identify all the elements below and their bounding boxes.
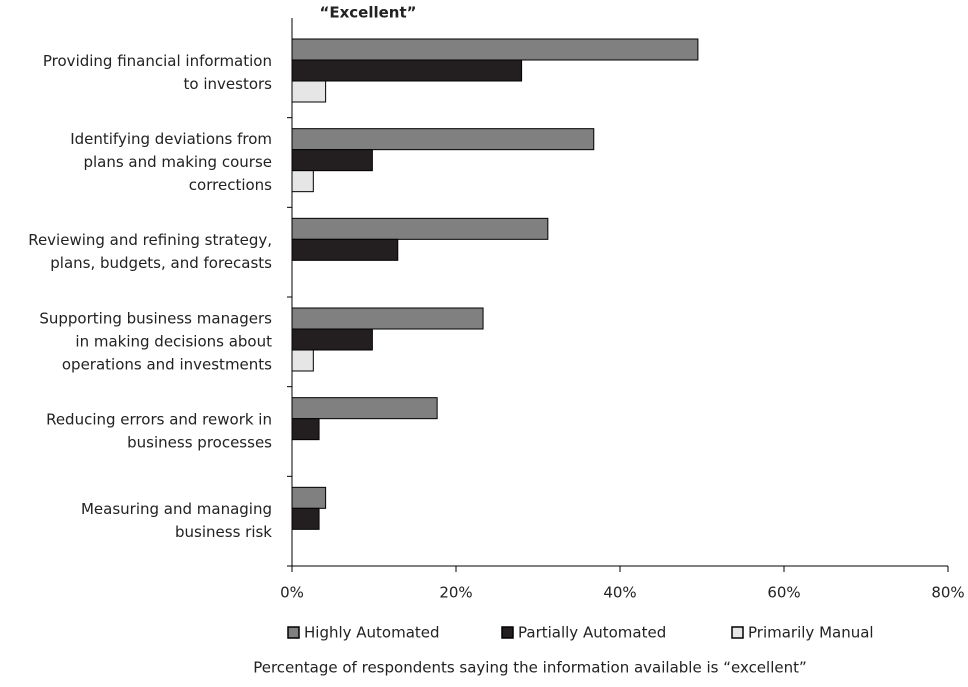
category-label: in making decisions about: [75, 332, 272, 350]
category-label: plans, budgets, and forecasts: [50, 254, 272, 272]
x-tick-label: 60%: [767, 584, 800, 602]
bar: [291, 38, 699, 61]
category-label: business risk: [175, 523, 272, 541]
bar: [291, 59, 523, 82]
bar: [291, 328, 373, 351]
legend-swatch: [731, 626, 744, 639]
bar: [291, 418, 320, 441]
bar: [291, 80, 327, 103]
x-tick-label: 0%: [280, 584, 304, 602]
category-label: Providing financial information: [43, 52, 272, 70]
bar: [291, 486, 327, 509]
legend-swatch: [287, 626, 300, 639]
bar: [291, 128, 595, 151]
legend-label: Primarily Manual: [748, 624, 874, 642]
bar: [291, 507, 320, 530]
bar: [291, 349, 314, 372]
legend-swatch: [501, 626, 514, 639]
x-tick-label: 20%: [439, 584, 472, 602]
bar: [291, 397, 438, 420]
bar: [291, 307, 484, 330]
category-label: to investors: [184, 75, 273, 93]
x-axis-label: Percentage of respondents saying the inf…: [253, 659, 807, 677]
category-label: corrections: [189, 176, 272, 194]
category-label: Identifying deviations from: [70, 130, 272, 148]
category-label: Reviewing and refining strategy,: [28, 231, 272, 249]
bar: [291, 217, 549, 240]
bar: [291, 238, 399, 261]
x-tick-label: 80%: [931, 584, 964, 602]
category-label: Measuring and managing: [81, 500, 272, 518]
bar: [291, 149, 373, 172]
category-label: Supporting business managers: [39, 309, 272, 327]
legend-label: Partially Automated: [518, 624, 666, 642]
legend-label: Highly Automated: [304, 624, 440, 642]
chart-title: “Excellent”: [319, 4, 416, 22]
category-label: business processes: [127, 434, 272, 452]
category-label: operations and investments: [62, 355, 272, 373]
bar: [291, 170, 314, 193]
category-label: Reducing errors and rework in: [46, 411, 272, 429]
category-label: plans and making course: [83, 153, 272, 171]
x-tick-label: 40%: [603, 584, 636, 602]
